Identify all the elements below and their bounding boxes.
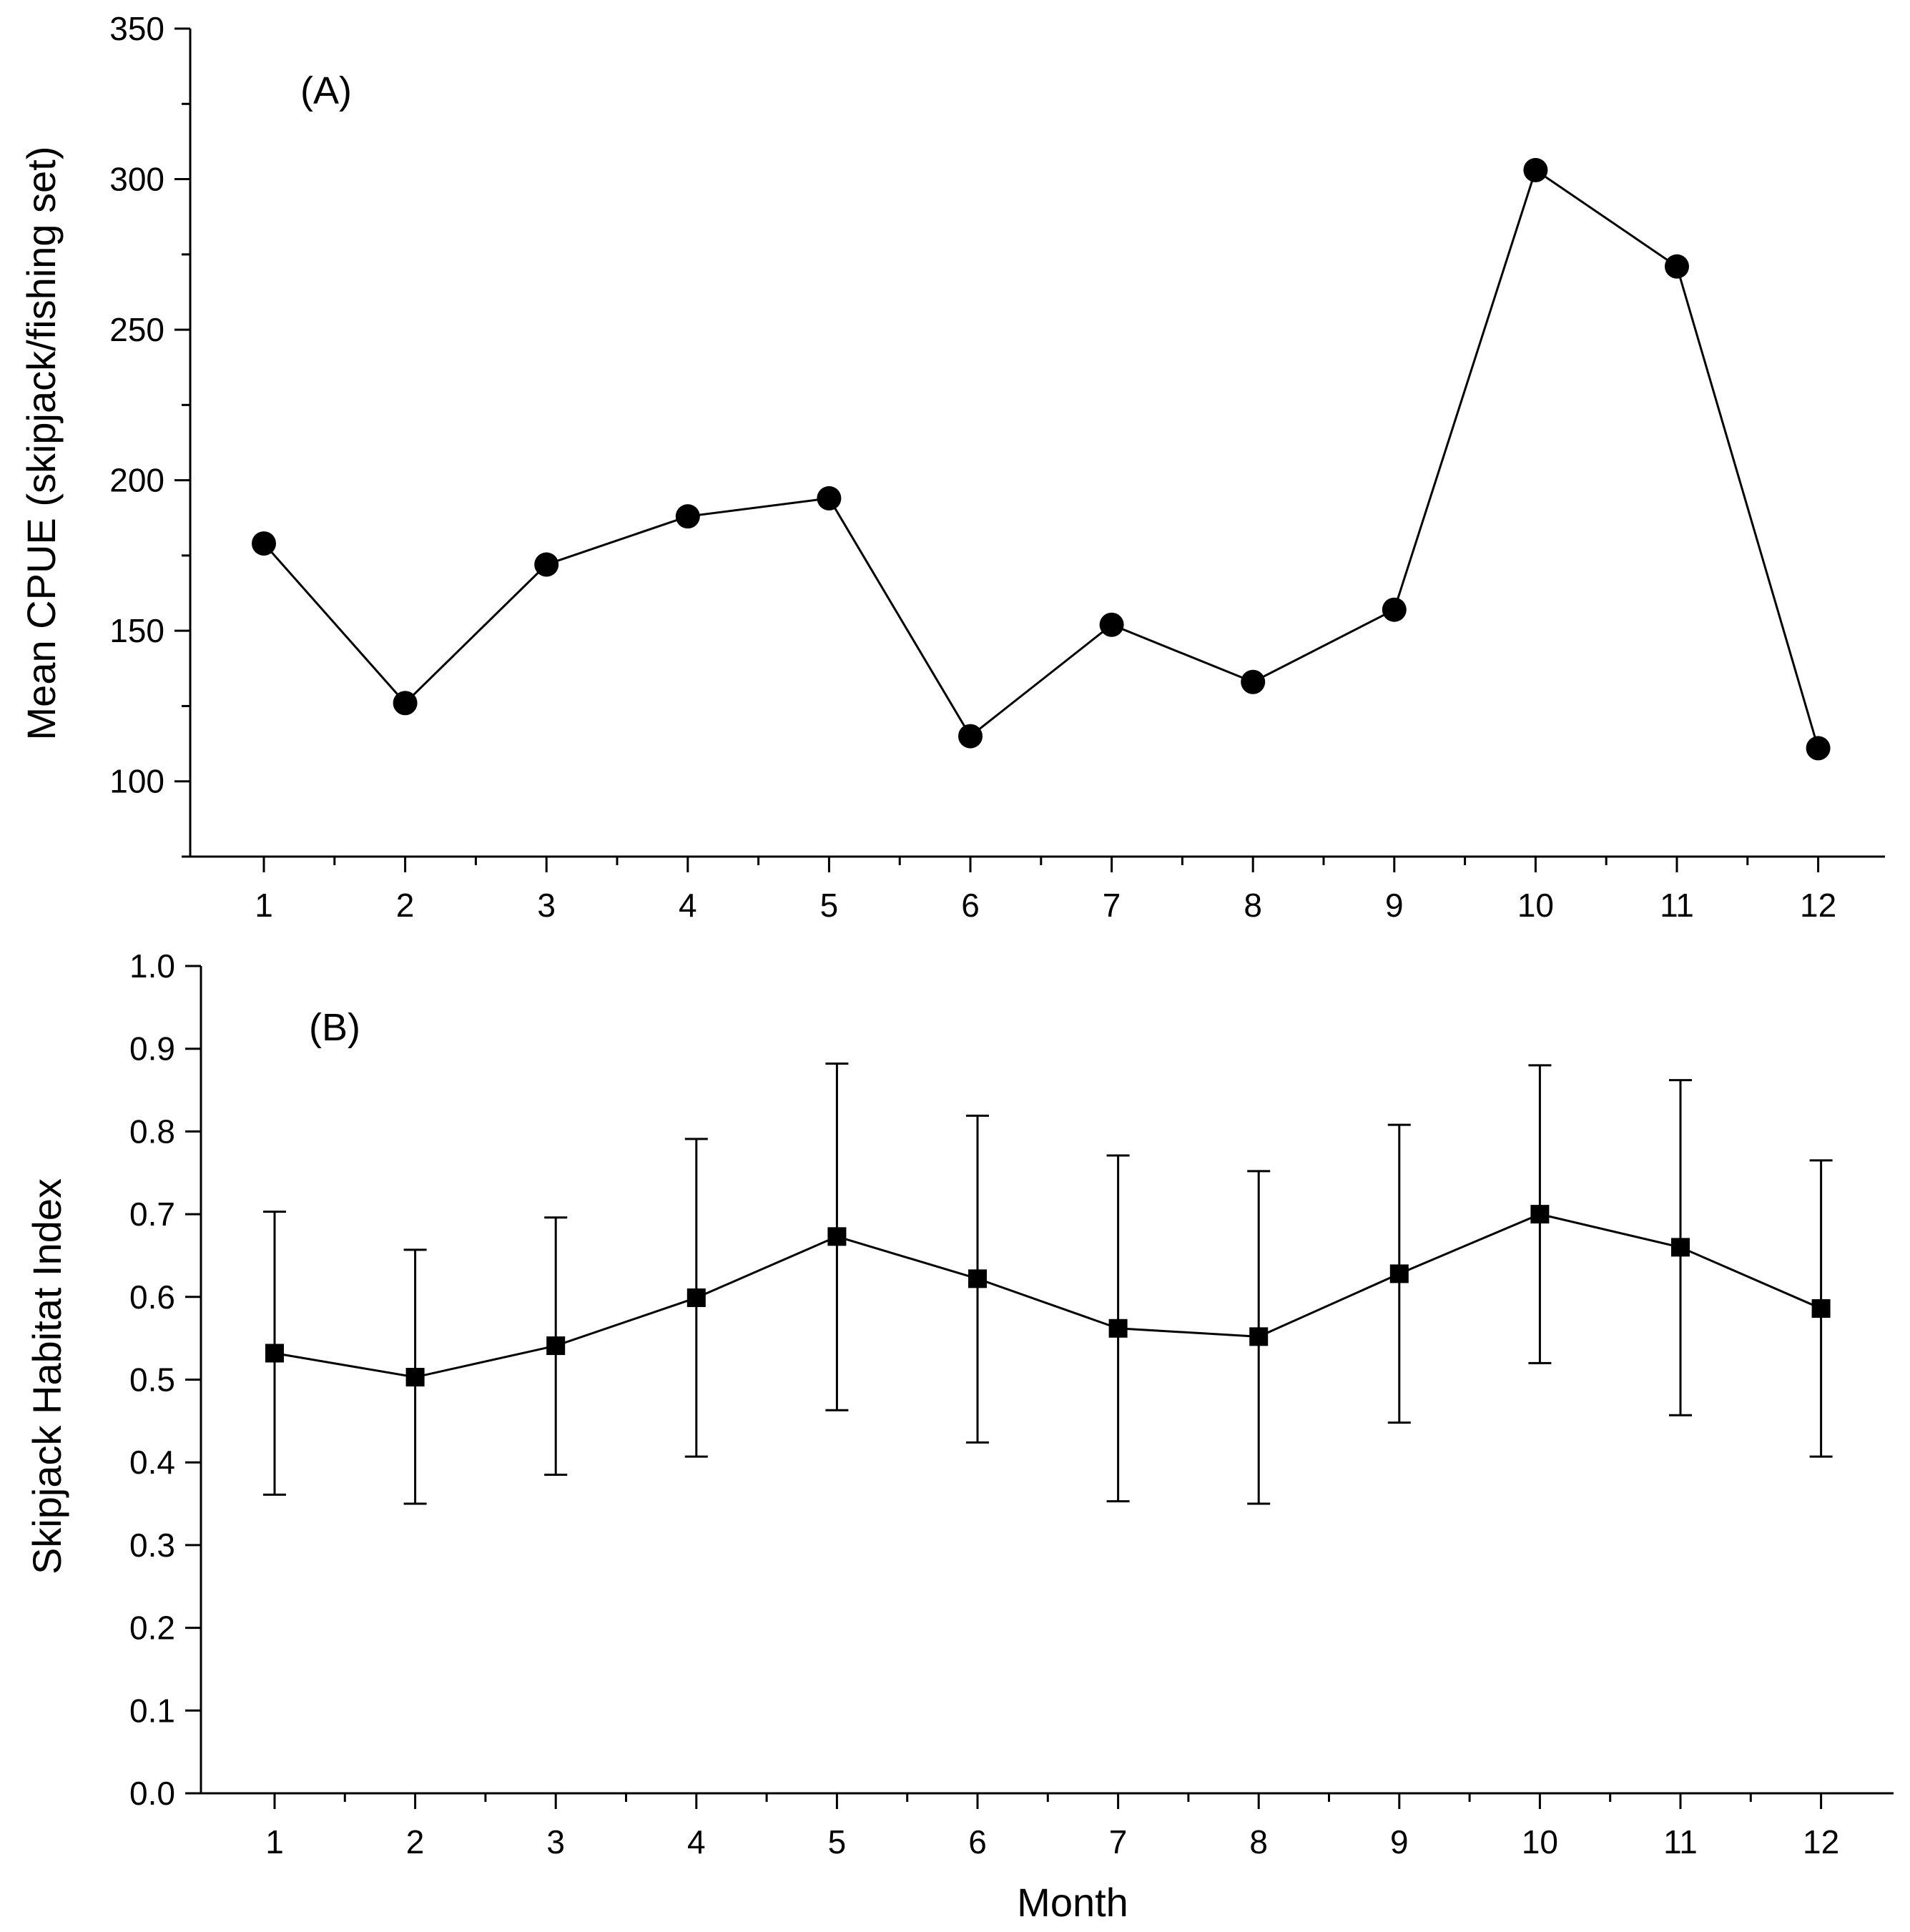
- panel-b-x-tick-label: 6: [968, 1823, 987, 1860]
- panel-a-x-tick-label: 7: [1103, 887, 1121, 924]
- panel-a-data-point: [1665, 254, 1689, 279]
- panel-b-y-tick-label: 0.2: [129, 1610, 175, 1647]
- panel-a-data-point: [675, 504, 700, 529]
- panel-a-label: (A): [300, 69, 352, 112]
- panel-a-data-point: [1523, 157, 1548, 182]
- panel-b-data-point: [405, 1368, 425, 1387]
- panel-b-data-point: [1811, 1298, 1831, 1318]
- panel-a-x-ticks: 1 2 3 4 5 6 7 8 9 10 11 12: [255, 857, 1836, 924]
- panel-b-x-ticks: 1 2 3 4 5 6 7 8 9 10 11 12: [265, 1793, 1839, 1860]
- panel-a-x-tick-label: 8: [1244, 887, 1262, 924]
- panel-b-y-tick-label: 0.1: [129, 1692, 175, 1729]
- panel-a-x-tick-label: 11: [1660, 887, 1694, 924]
- panel-b-data-point: [1389, 1264, 1409, 1283]
- panel-a-series: [252, 157, 1831, 761]
- panel-b-x-tick-label: 11: [1663, 1823, 1698, 1860]
- panel-b-data-point: [827, 1227, 847, 1246]
- panel-a-data-point: [1806, 736, 1831, 761]
- panel-b-error-bars: [263, 1063, 1833, 1505]
- panel-a-x-tick-label: 3: [537, 887, 556, 924]
- panel-b-y-tick-label: 0.8: [129, 1113, 175, 1150]
- panel-a-y-tick-label: 250: [109, 311, 164, 348]
- panel-b-data-point: [1530, 1205, 1550, 1224]
- panel-b-x-tick-label: 5: [828, 1823, 847, 1860]
- panel-b-x-tick-label: 2: [406, 1823, 425, 1860]
- panel-b-x-tick-label: 9: [1390, 1823, 1409, 1860]
- panel-a-y-tick-label: 150: [109, 612, 164, 649]
- panel-b-x-tick-label: 7: [1109, 1823, 1128, 1860]
- panel-b-data-point: [1249, 1327, 1269, 1346]
- panel-b-series: [265, 1205, 1831, 1387]
- panel-b-y-tick-label: 0.5: [129, 1361, 175, 1399]
- panel-a-data-point: [534, 552, 559, 577]
- panel-a-series-line: [262, 168, 1820, 749]
- panel-a-data-point: [252, 531, 276, 556]
- panel-b-y-ticks: 0.0 0.1 0.2 0.3 0.4 0.5 0.6 0.7 0.8 0.9 1.0: [129, 947, 201, 1812]
- panel-b-y-tick-label: 0.9: [129, 1030, 175, 1068]
- panel-b-data-point: [1671, 1238, 1690, 1257]
- panel-b-x-axis-title: Month: [1017, 1880, 1128, 1925]
- panel-b-x-tick-label: 12: [1803, 1823, 1839, 1860]
- panel-b-x-tick-label: 8: [1249, 1823, 1268, 1860]
- panel-a-data-point: [958, 724, 983, 749]
- panel-b-y-tick-label: 0.0: [129, 1775, 175, 1812]
- panel-b-y-tick-label: 0.7: [129, 1196, 175, 1233]
- panel-a-x-tick-label: 6: [961, 887, 980, 924]
- panel-b-data-point: [546, 1336, 566, 1356]
- panel-b-x-tick-label: 1: [265, 1823, 284, 1860]
- panel-b-y-tick-label: 0.6: [129, 1278, 175, 1316]
- panel-a-data-point: [817, 486, 842, 511]
- panel-a-x-tick-label: 9: [1385, 887, 1404, 924]
- panel-a-x-tick-label: 12: [1800, 887, 1836, 924]
- panel-a-y-ticks: 100 150 200 250 300 350: [109, 10, 190, 858]
- panel-b-data-point: [1108, 1319, 1128, 1338]
- panel-b-x-tick-label: 3: [546, 1823, 565, 1860]
- panel-b-data-point: [968, 1269, 987, 1288]
- panel-a-y-tick-label: 200: [109, 462, 164, 499]
- panel-b-data-point: [265, 1344, 284, 1363]
- panel-a-x-tick-label: 10: [1517, 887, 1554, 924]
- panel-a-x-tick-label: 1: [255, 887, 273, 924]
- panel-a-y-tick-label: 350: [109, 10, 164, 47]
- panel-b-x-tick-label: 4: [687, 1823, 706, 1860]
- panel-b-series-line: [274, 1213, 1822, 1379]
- panel-b-y-tick-label: 0.3: [129, 1527, 175, 1564]
- panel-a-y-tick-label: 100: [109, 763, 164, 800]
- panel-a-x-tick-label: 4: [679, 887, 697, 924]
- panel-b-y-tick-label: 1.0: [129, 947, 175, 985]
- panel-b-y-axis-title: Skipjack Habitat Index: [24, 1178, 69, 1574]
- panel-a-y-axis-title: Mean CPUE (skipjack/fishing set): [19, 147, 64, 741]
- panel-b-label: (B): [309, 1006, 360, 1049]
- panel-a-x-tick-label: 2: [396, 887, 415, 924]
- panel-a-data-point: [393, 691, 418, 716]
- panel-a-data-point: [1241, 669, 1266, 694]
- panel-a-data-point: [1382, 597, 1407, 622]
- panel-b-x-tick-label: 10: [1522, 1823, 1558, 1860]
- panel-a-y-tick-label: 300: [109, 161, 164, 198]
- panel-b-y-tick-label: 0.4: [129, 1444, 175, 1481]
- panel-b-data-point: [686, 1288, 706, 1307]
- panel-a-data-point: [1099, 612, 1124, 637]
- panel-a-x-tick-label: 5: [820, 887, 839, 924]
